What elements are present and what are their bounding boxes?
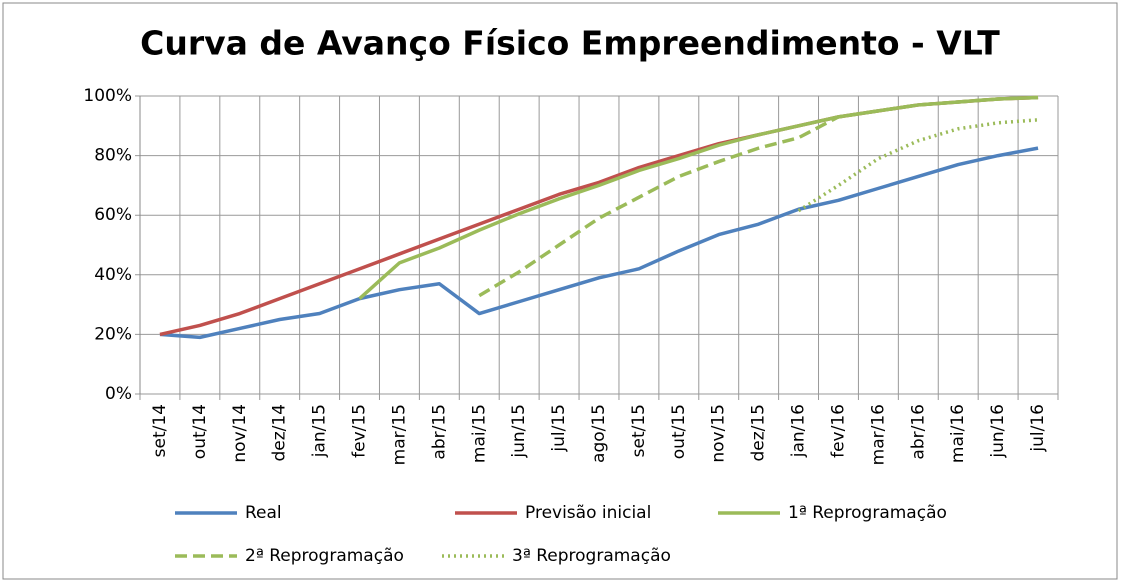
x-tick-label: jul/15 [549,404,569,453]
legend-label: Real [245,503,282,523]
series-line [478,95,1039,298]
legend-label: 1ª Reprogramação [788,503,947,523]
x-tick-label: jun/16 [988,404,1008,459]
x-tick-label: dez/14 [270,404,290,462]
x-tick-label: mar/15 [389,404,409,465]
y-tick-label: 20% [94,324,132,344]
x-tick-label: dez/15 [749,404,769,462]
y-tick-label: 40% [94,265,132,285]
x-tick-label: jul/16 [1028,404,1048,453]
legend-label: 3ª Reprogramação [512,546,671,566]
x-tick-label: jun/15 [509,404,529,459]
x-tick-label: set/15 [629,404,649,457]
x-tick-label: fev/15 [350,404,370,458]
series-line [797,118,1039,213]
y-tick-label: 100% [83,86,132,106]
x-tick-label: jan/16 [789,404,809,458]
x-tick-label: nov/14 [230,404,250,463]
x-tick-label: fev/16 [828,404,848,458]
x-tick-label: nov/15 [709,404,729,463]
x-tick-label: mai/15 [469,404,489,463]
x-tick-label: ago/15 [589,404,609,463]
chart-title: Curva de Avanço Físico Empreendimento - … [140,24,1000,63]
legend-label: Previsão inicial [525,503,651,523]
legend-label: 2ª Reprogramação [245,546,404,566]
y-tick-label: 60% [94,205,132,225]
x-tick-label: jan/15 [310,404,330,458]
x-tick-label: abr/16 [908,404,928,460]
y-tick-label: 0% [105,384,132,404]
x-tick-label: mai/16 [948,404,968,463]
y-tick-label: 80% [94,146,132,166]
x-tick-label: set/14 [150,404,170,457]
x-tick-label: abr/15 [429,404,449,460]
x-tick-label: out/14 [190,404,210,459]
x-tick-label: out/15 [669,404,689,459]
series-line [159,146,1039,340]
x-tick-label: mar/16 [868,404,888,465]
